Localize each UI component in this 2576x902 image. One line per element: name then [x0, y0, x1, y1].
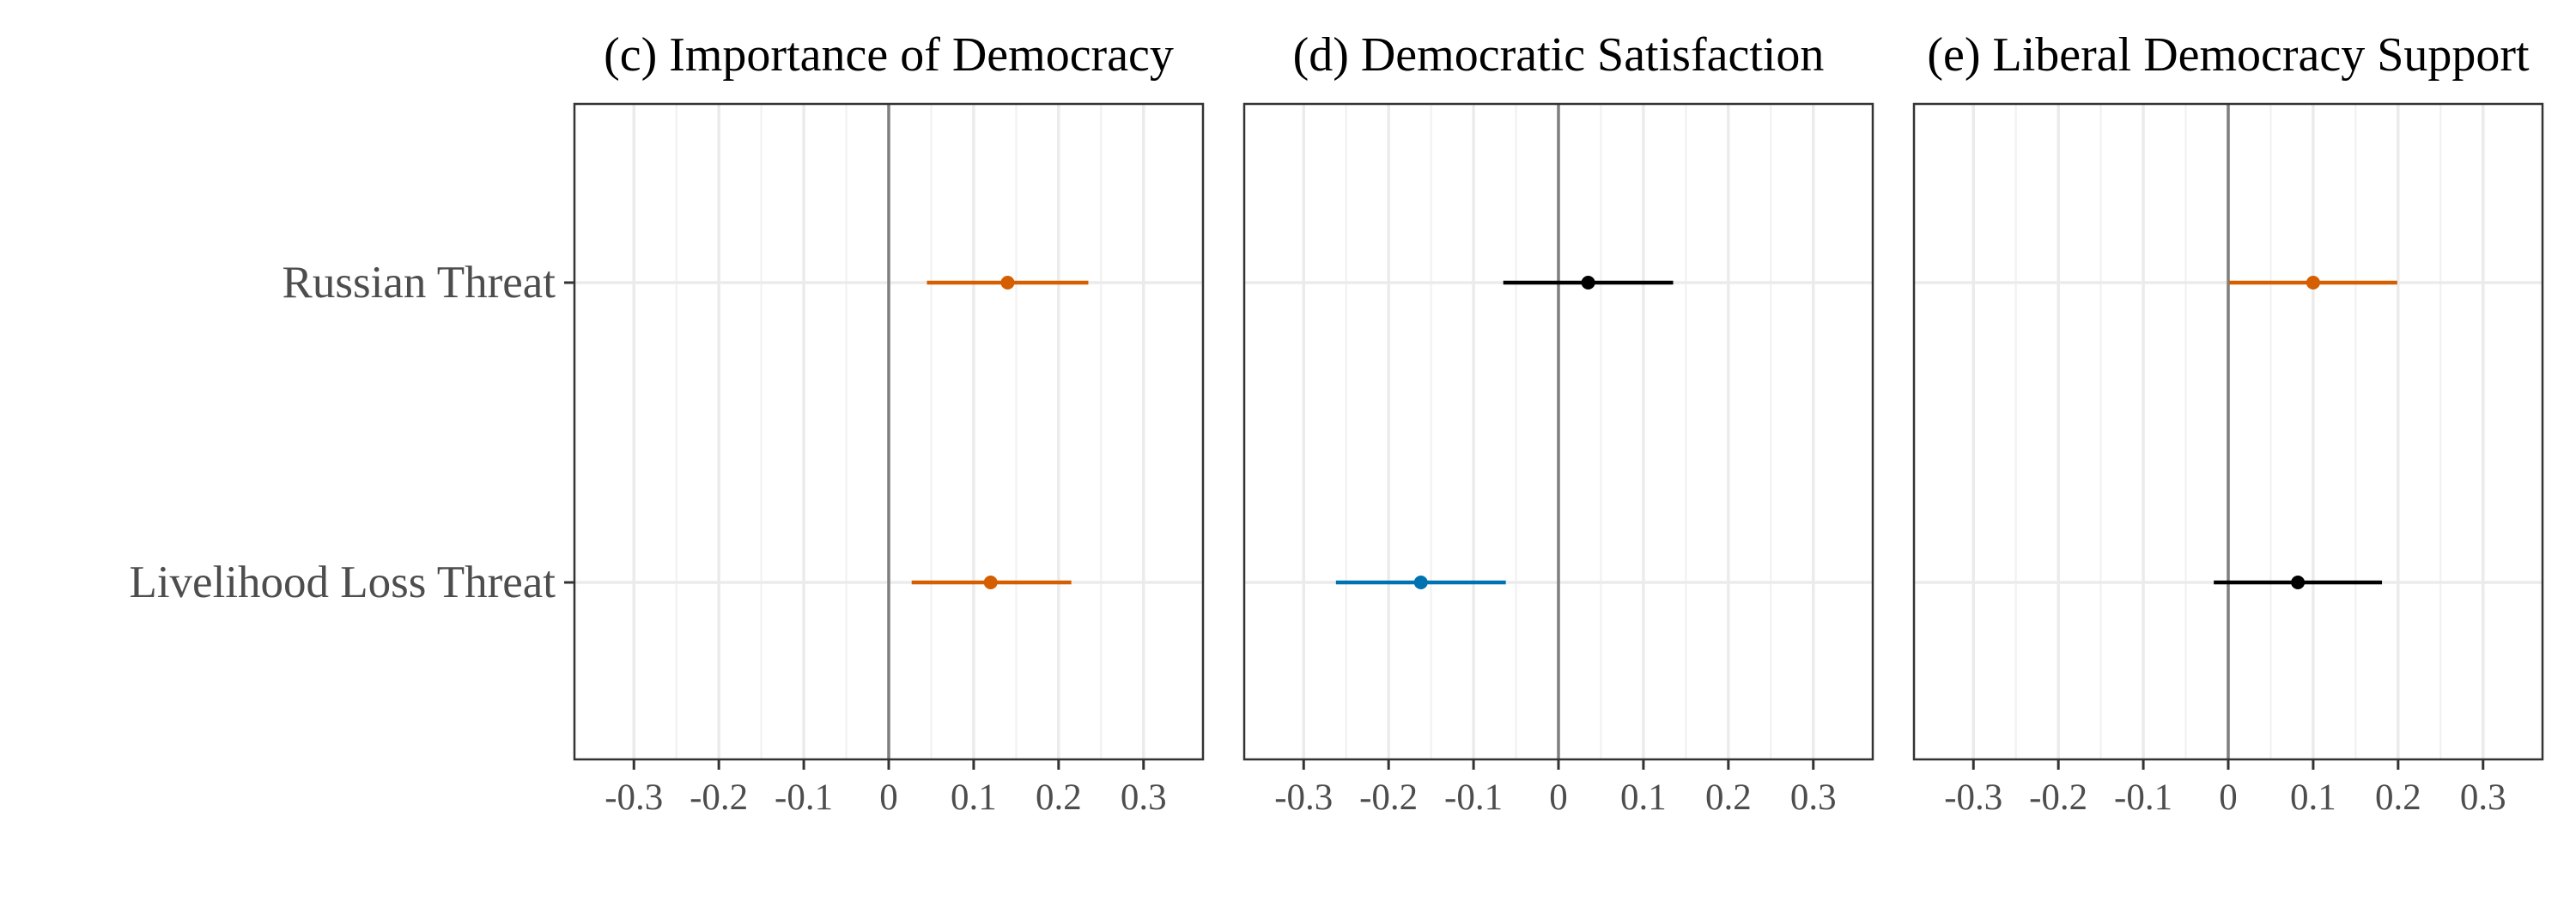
point-estimate	[983, 576, 998, 589]
x-tick-label: 0.1	[2290, 777, 2336, 818]
x-tick-label: 0.2	[1705, 777, 1752, 818]
x-tick-label: -0.1	[775, 777, 833, 818]
panel-title: (e) Liberal Democracy Support	[1927, 28, 2530, 82]
point-estimate	[1000, 276, 1015, 289]
y-tick-label: Russian Threat	[283, 258, 556, 308]
x-tick-label: -0.1	[2114, 777, 2172, 818]
point-estimate	[2306, 276, 2320, 289]
x-tick-label: 0	[1549, 777, 1568, 818]
panel-title: (d) Democratic Satisfaction	[1293, 28, 1825, 82]
x-tick-label: 0.3	[2460, 777, 2506, 818]
point-estimate	[1413, 576, 1428, 589]
x-tick-label: 0.2	[1036, 777, 1082, 818]
x-tick-label: 0.3	[1790, 777, 1837, 818]
x-tick-label: -0.3	[1944, 777, 2002, 818]
point-estimate	[2291, 576, 2306, 589]
x-tick-label: -0.2	[690, 777, 748, 818]
panel-title: (c) Importance of Democracy	[604, 28, 1174, 82]
x-tick-label: -0.1	[1444, 777, 1503, 818]
y-tick-label: Livelihood Loss Threat	[129, 558, 556, 607]
x-tick-label: -0.3	[1274, 777, 1333, 818]
x-tick-label: 0.1	[1620, 777, 1667, 818]
x-tick-label: -0.2	[1359, 777, 1418, 818]
x-tick-label: -0.3	[605, 777, 663, 818]
point-estimate	[1581, 276, 1595, 289]
x-tick-label: 0	[879, 777, 898, 818]
x-tick-label: 0	[2219, 777, 2238, 818]
x-tick-label: 0.2	[2375, 777, 2421, 818]
x-tick-label: 0.3	[1121, 777, 1167, 818]
x-tick-label: -0.2	[2029, 777, 2087, 818]
x-tick-label: 0.1	[951, 777, 997, 818]
